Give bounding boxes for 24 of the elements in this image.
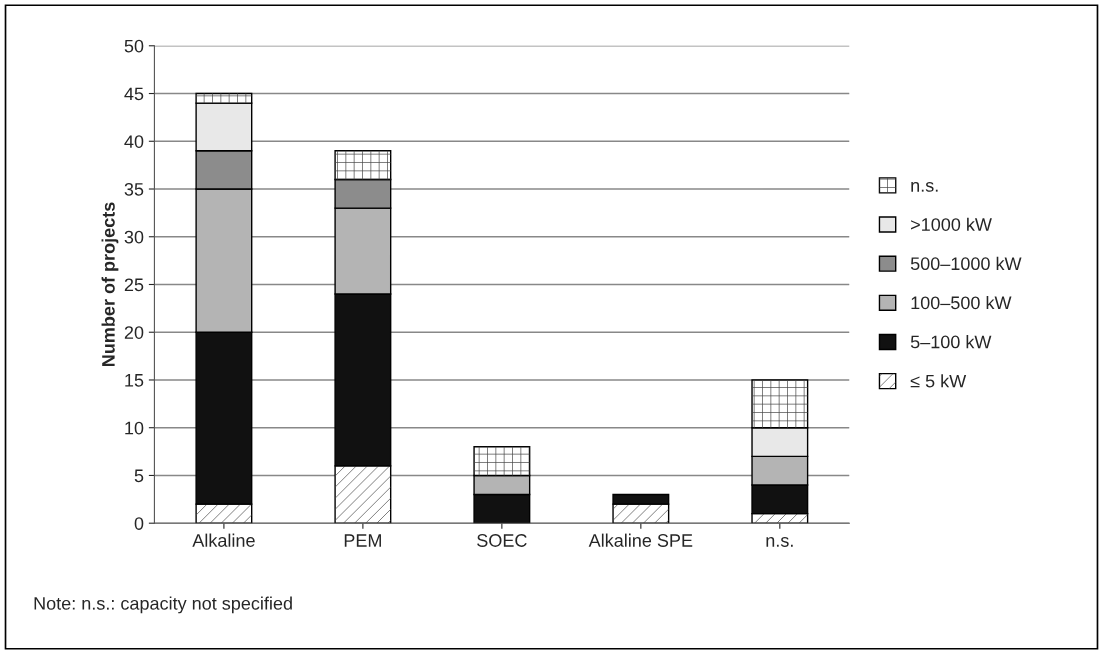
legend-label: 100–500 kW <box>911 295 1012 310</box>
y-tick-label: 15 <box>125 374 144 387</box>
y-tick-label: 45 <box>124 87 144 101</box>
y-tick-label: 20 <box>124 326 144 339</box>
y-axis-title: Number of projects <box>101 202 119 367</box>
legend-label: ≤ 5 kW <box>910 374 967 388</box>
x-tick-label: n.s. <box>766 536 793 547</box>
text: Note: n.s.: capacity not specified <box>34 596 292 614</box>
y-tick-label: 0 <box>134 517 144 530</box>
y-tick-label: 50 <box>124 39 144 53</box>
y-tick-label: 5 <box>134 469 144 483</box>
y-tick-label: 25 <box>124 278 144 292</box>
x-tick-label: PEM <box>344 534 381 547</box>
legend-label: >1000 kW <box>911 217 992 231</box>
y-tick-label: 30 <box>124 230 144 244</box>
y-tick-label: 40 <box>124 135 144 148</box>
y-tick-label: 35 <box>124 182 144 196</box>
y-tick-label: 10 <box>125 421 144 435</box>
legend-label: 5–100 kW <box>910 335 992 349</box>
legend-label: 500–1000 kW <box>910 256 1022 271</box>
legend-label: n.s. <box>911 181 938 192</box>
x-tick-label: SOEC <box>477 534 527 547</box>
x-tick-label: Alkaline SPE <box>588 533 693 547</box>
x-tick-label: Alkaline <box>192 533 255 547</box>
